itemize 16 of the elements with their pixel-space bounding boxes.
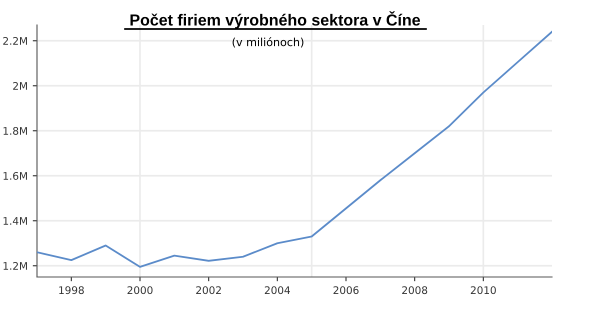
y-tick-label: 2M (13, 82, 27, 90)
x-tick-label: 2010 (470, 286, 496, 294)
x-tick-label: 2004 (264, 286, 290, 294)
line-series (37, 30, 552, 268)
y-tick-label: 1.6M (4, 172, 27, 180)
y-tick-label: 1.8M (4, 126, 27, 135)
x-tick-label: 2006 (334, 286, 359, 294)
x-tick-label: 2000 (128, 286, 153, 294)
text: (v miliónoch) (232, 37, 304, 48)
y-tick-label: 1.4M (4, 217, 27, 225)
chart-title: Počet firiem výrobného sektora v Číne (130, 11, 420, 29)
x-tick-label: 2002 (196, 286, 221, 294)
x-tick-label: 1998 (59, 286, 84, 294)
x-tick-label: 2008 (402, 286, 428, 294)
y-tick-label: 1.2M (4, 262, 27, 270)
y-tick-label: 2.2M (3, 36, 27, 45)
